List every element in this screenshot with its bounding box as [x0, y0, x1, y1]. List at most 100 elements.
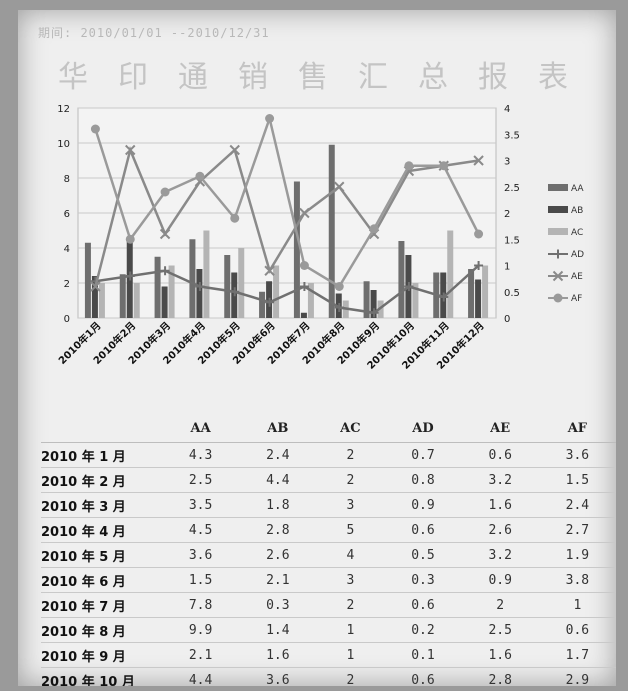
y-tick-left: 4: [64, 244, 70, 255]
bar-ab: [475, 279, 482, 318]
y-tick-right: 1.5: [504, 235, 520, 246]
table-cell: 2: [316, 592, 385, 618]
point-ad: [265, 297, 275, 307]
y-tick-right: 1: [504, 262, 510, 273]
table-cell: 0.2: [384, 617, 462, 643]
bar-aa: [189, 239, 196, 318]
table-cell: 5: [316, 517, 385, 543]
row-label: 2010 年 4 月: [41, 517, 162, 543]
table-cell: 1: [316, 617, 385, 643]
table-cell: 3.5: [162, 492, 240, 518]
table-cell: 2.6: [239, 542, 317, 568]
table-cell: 3.6: [162, 542, 240, 568]
table-cell: 0.9: [461, 567, 539, 593]
bar-ab: [300, 312, 307, 318]
legend-marker-ae: [552, 270, 564, 282]
table-cell: 1: [538, 592, 616, 618]
point-af: [299, 261, 309, 270]
column-header: AF: [538, 414, 616, 443]
series-line-ad: [95, 264, 480, 315]
bar-ac: [133, 283, 140, 318]
legend-swatch-ab: [548, 206, 568, 213]
row-label: 2010 年 2 月: [41, 467, 162, 493]
table-cell: 7.8: [162, 592, 240, 618]
table-cell: 3.6: [538, 442, 616, 468]
table-cell: 1: [316, 642, 385, 668]
table-cell: 0.7: [384, 442, 462, 468]
table-cell: 0.9: [384, 492, 462, 518]
table-cell: 1.6: [461, 492, 539, 518]
table-row: 2010 年 8 月 9.9 1.4 1 0.2 2.5 0.6: [41, 617, 616, 643]
table-row: 2010 年 7 月 7.8 0.3 2 0.6 2 1: [41, 592, 616, 618]
table-cell: 0.5: [384, 542, 462, 568]
table-cell: 2: [316, 442, 385, 468]
point-af: [160, 187, 170, 197]
y-tick-right: 3.5: [504, 130, 520, 141]
point-ad: [369, 308, 379, 318]
point-af: [125, 234, 135, 244]
table-cell: 3.6: [239, 667, 317, 686]
table-cell: 1.5: [538, 467, 616, 493]
table-cell: 1.5: [162, 567, 240, 593]
y-tick-right: 3: [504, 157, 510, 168]
y-tick-left: 2: [64, 279, 70, 290]
table-cell: 0.6: [384, 592, 462, 618]
table-row: 2010 年 2 月 2.5 4.4 2 0.8 3.2 1.5: [41, 467, 616, 493]
y-tick-right: 2.5: [504, 183, 520, 194]
y-tick-right: 2: [504, 209, 510, 220]
point-af: [265, 114, 275, 123]
point-ad: [299, 282, 309, 291]
table-cell: 2: [316, 667, 385, 686]
table-cell: 0.6: [461, 442, 539, 468]
date-range-label: 期间: 2010/01/01 --2010/12/31: [38, 26, 270, 40]
row-label: 2010 年 3 月: [41, 492, 162, 518]
y-tick-left: 12: [57, 104, 70, 115]
bar-aa: [259, 291, 266, 318]
point-ae: [159, 228, 171, 240]
point-af: [334, 282, 344, 291]
series-line-ae: [94, 146, 479, 287]
column-header: AA: [162, 414, 240, 443]
point-ad: [404, 282, 414, 291]
bar-ac: [482, 265, 489, 318]
table-cell: 0.6: [384, 667, 462, 686]
table-cell: 0.3: [239, 592, 317, 618]
table-header-row: AA AB AC AD AE AF: [41, 414, 616, 443]
legend-swatch-aa: [548, 184, 568, 191]
table-cell: 2.1: [239, 567, 317, 593]
bar-ac: [98, 283, 105, 318]
bar-aa: [119, 274, 126, 318]
table-cell: 3: [316, 567, 385, 593]
table-row: 2010 年 10 月 4.4 3.6 2 0.6 2.8 2.9: [41, 667, 616, 686]
table-cell: 4.5: [162, 517, 240, 543]
bar-aa: [468, 269, 475, 318]
point-ae: [334, 181, 345, 192]
row-label: 2010 年 10 月: [41, 667, 162, 686]
column-header: AB: [239, 414, 317, 443]
data-table: AA AB AC AD AE AF 2010 年 1 月 4.3 2.4 2 0.7 0.6 3.6 2…: [41, 414, 616, 686]
table-cell: 1.6: [461, 642, 539, 668]
legend-label-aa: AA: [571, 184, 584, 194]
bar-ac: [307, 283, 314, 318]
table-cell: 2.5: [461, 617, 539, 643]
row-label: 2010 年 8 月: [41, 617, 162, 643]
bar-ab: [91, 276, 98, 318]
table-body: 2010 年 1 月 4.3 2.4 2 0.7 0.6 3.6 2010 年 2 月 2.5 4…: [41, 442, 616, 686]
table-cell: 4.4: [162, 667, 240, 686]
bar-aa: [224, 255, 231, 318]
table-cell: 2.8: [461, 667, 539, 686]
table-cell: 0.3: [384, 567, 462, 593]
table-cell: 2: [316, 467, 385, 493]
row-label: 2010 年 9 月: [41, 642, 162, 668]
table-row: 2010 年 9 月 2.1 1.6 1 0.1 1.6 1.7: [41, 642, 616, 668]
point-ad: [195, 282, 205, 291]
legend-swatch-ac: [548, 228, 568, 235]
row-label: 2010 年 6 月: [41, 567, 162, 593]
table-row: 2010 年 6 月 1.5 2.1 3 0.3 0.9 3.8: [41, 567, 616, 593]
table-row: 2010 年 1 月 4.3 2.4 2 0.7 0.6 3.6: [41, 442, 616, 468]
bar-ab: [161, 286, 168, 318]
column-header: AD: [384, 414, 462, 443]
table-cell: 2.8: [239, 517, 317, 543]
legend-label-af: AF: [571, 294, 582, 304]
table-cell: 4.4: [239, 467, 317, 493]
